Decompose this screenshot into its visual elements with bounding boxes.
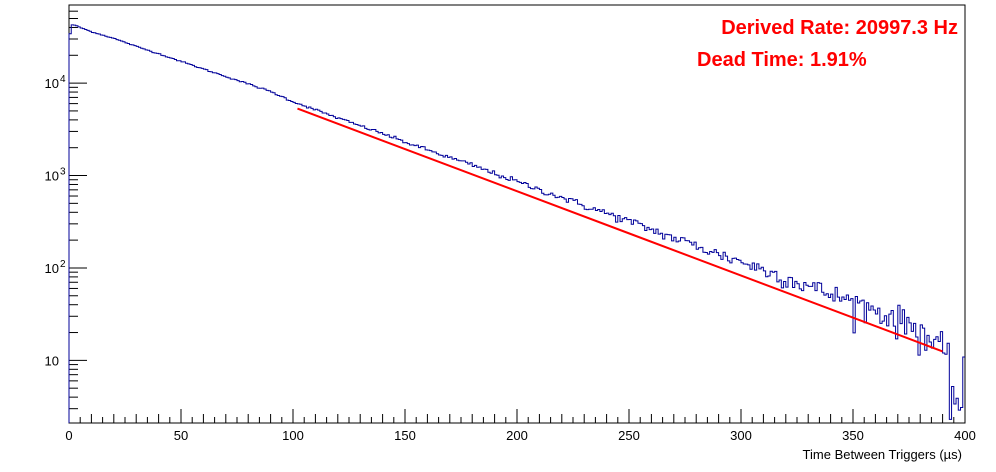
x-tick-label: 0 <box>65 428 72 443</box>
x-tick-label: 350 <box>842 428 864 443</box>
x-tick-label: 400 <box>954 428 976 443</box>
y-tick-label: 10 <box>45 261 59 276</box>
y-tick-label: 10 <box>45 169 59 184</box>
x-tick-label: 150 <box>394 428 416 443</box>
y-tick-label: 10 <box>45 76 59 91</box>
plot-frame <box>68 4 966 424</box>
x-tick-label: 200 <box>506 428 528 443</box>
y-tick-exponent: 4 <box>60 74 66 85</box>
x-tick-labels: 0 50 100 150 200 250 300 350 400 <box>65 428 975 443</box>
x-tick-label: 50 <box>174 428 188 443</box>
dead-time-annotation: Dead Time: 1.91% <box>697 49 867 71</box>
x-tick-label: 100 <box>282 428 304 443</box>
x-tick-label: 250 <box>618 428 640 443</box>
y-tick-exponent: 3 <box>60 167 66 178</box>
derived-rate-annotation: Derived Rate: 20997.3 Hz <box>721 17 958 39</box>
y-tick-exponent: 2 <box>60 259 66 270</box>
y-tick-label: 10 <box>45 353 59 368</box>
x-tick-label: 300 <box>730 428 752 443</box>
fit-line-series <box>297 107 943 353</box>
histogram-series <box>68 24 965 423</box>
x-axis-title: Time Between Triggers (µs) <box>803 447 962 462</box>
